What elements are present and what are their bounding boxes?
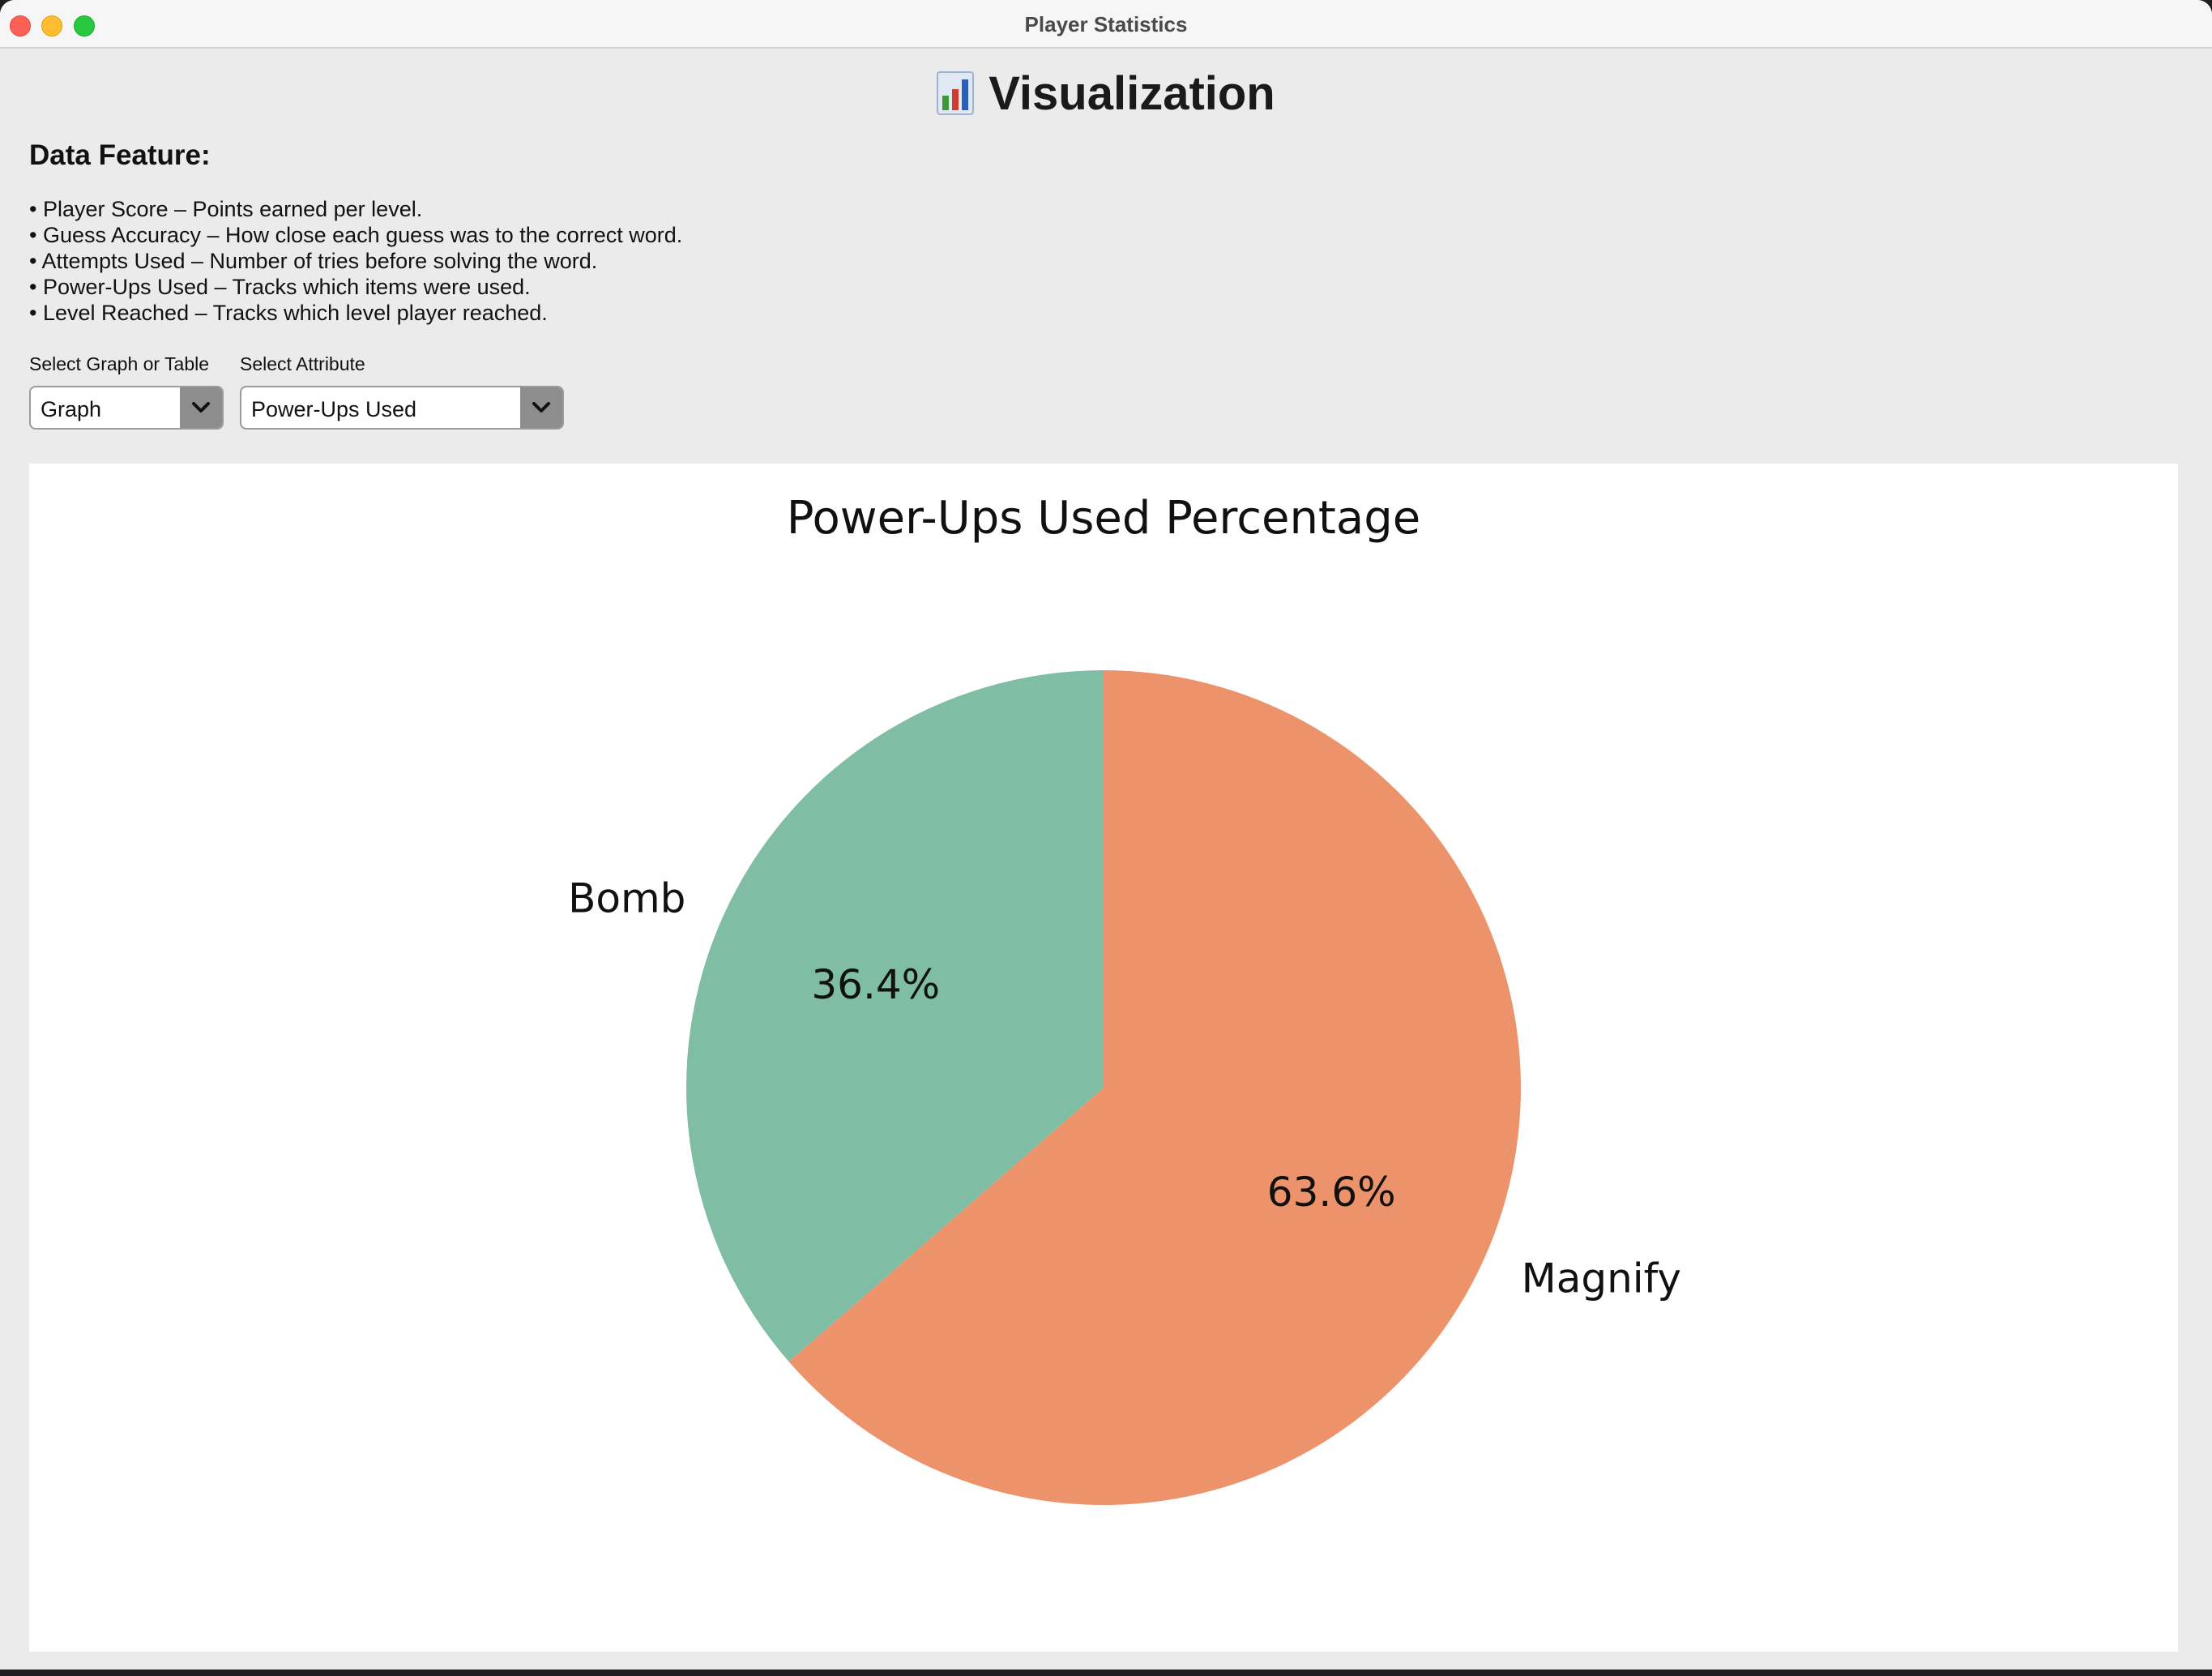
slice-percent-magnify: 63.6% <box>1267 1169 1396 1216</box>
bar-chart-icon <box>937 71 975 115</box>
attribute-select-value: Power-Ups Used <box>251 397 417 421</box>
chevron-down-icon[interactable] <box>180 387 222 428</box>
title-bar: Player Statistics <box>0 0 2212 49</box>
window-title: Player Statistics <box>1024 12 1188 36</box>
slice-label-bomb: Bomb <box>568 874 685 921</box>
pie-chart: Power-Ups Used Percentage Magnify 63.6% Bo… <box>568 492 1681 1505</box>
view-select-value: Graph <box>41 397 102 421</box>
chevron-down-icon[interactable] <box>520 387 562 428</box>
slice-label-magnify: Magnify <box>1522 1255 1681 1302</box>
feature-item-power-ups-used: • Power-Ups Used – Tracks which items we… <box>29 275 531 299</box>
feature-item-player-score: • Player Score – Points earned per level… <box>29 197 423 221</box>
feature-item-guess-accuracy: • Guess Accuracy – How close each guess … <box>29 223 683 247</box>
pie-slice-magnify <box>788 670 1521 1505</box>
chart-area: Power-Ups Used Percentage Magnify 63.6% Bo… <box>29 464 2178 1652</box>
attribute-select[interactable]: Power-Ups Used <box>240 386 564 430</box>
feature-item-attempts-used: • Attempts Used – Number of tries before… <box>29 249 598 273</box>
pie-slice-bomb <box>685 670 1104 1362</box>
page-heading: Visualization <box>0 65 2212 122</box>
maximize-window-button[interactable] <box>74 15 95 36</box>
page-title: Visualization <box>989 66 1275 120</box>
data-feature-title: Data Feature: <box>29 139 211 171</box>
close-window-button[interactable] <box>10 15 31 36</box>
view-select-label: Select Graph or Table <box>29 353 210 374</box>
slice-percent-bomb: 36.4% <box>811 961 940 1008</box>
feature-list: • Player Score – Points earned per level… <box>29 196 682 326</box>
attribute-select-label: Select Attribute <box>240 353 365 374</box>
view-select[interactable]: Graph <box>29 386 224 430</box>
feature-item-level-reached: • Level Reached – Tracks which level pla… <box>29 301 548 325</box>
chart-title: Power-Ups Used Percentage <box>787 492 1420 545</box>
minimize-window-button[interactable] <box>41 15 62 36</box>
